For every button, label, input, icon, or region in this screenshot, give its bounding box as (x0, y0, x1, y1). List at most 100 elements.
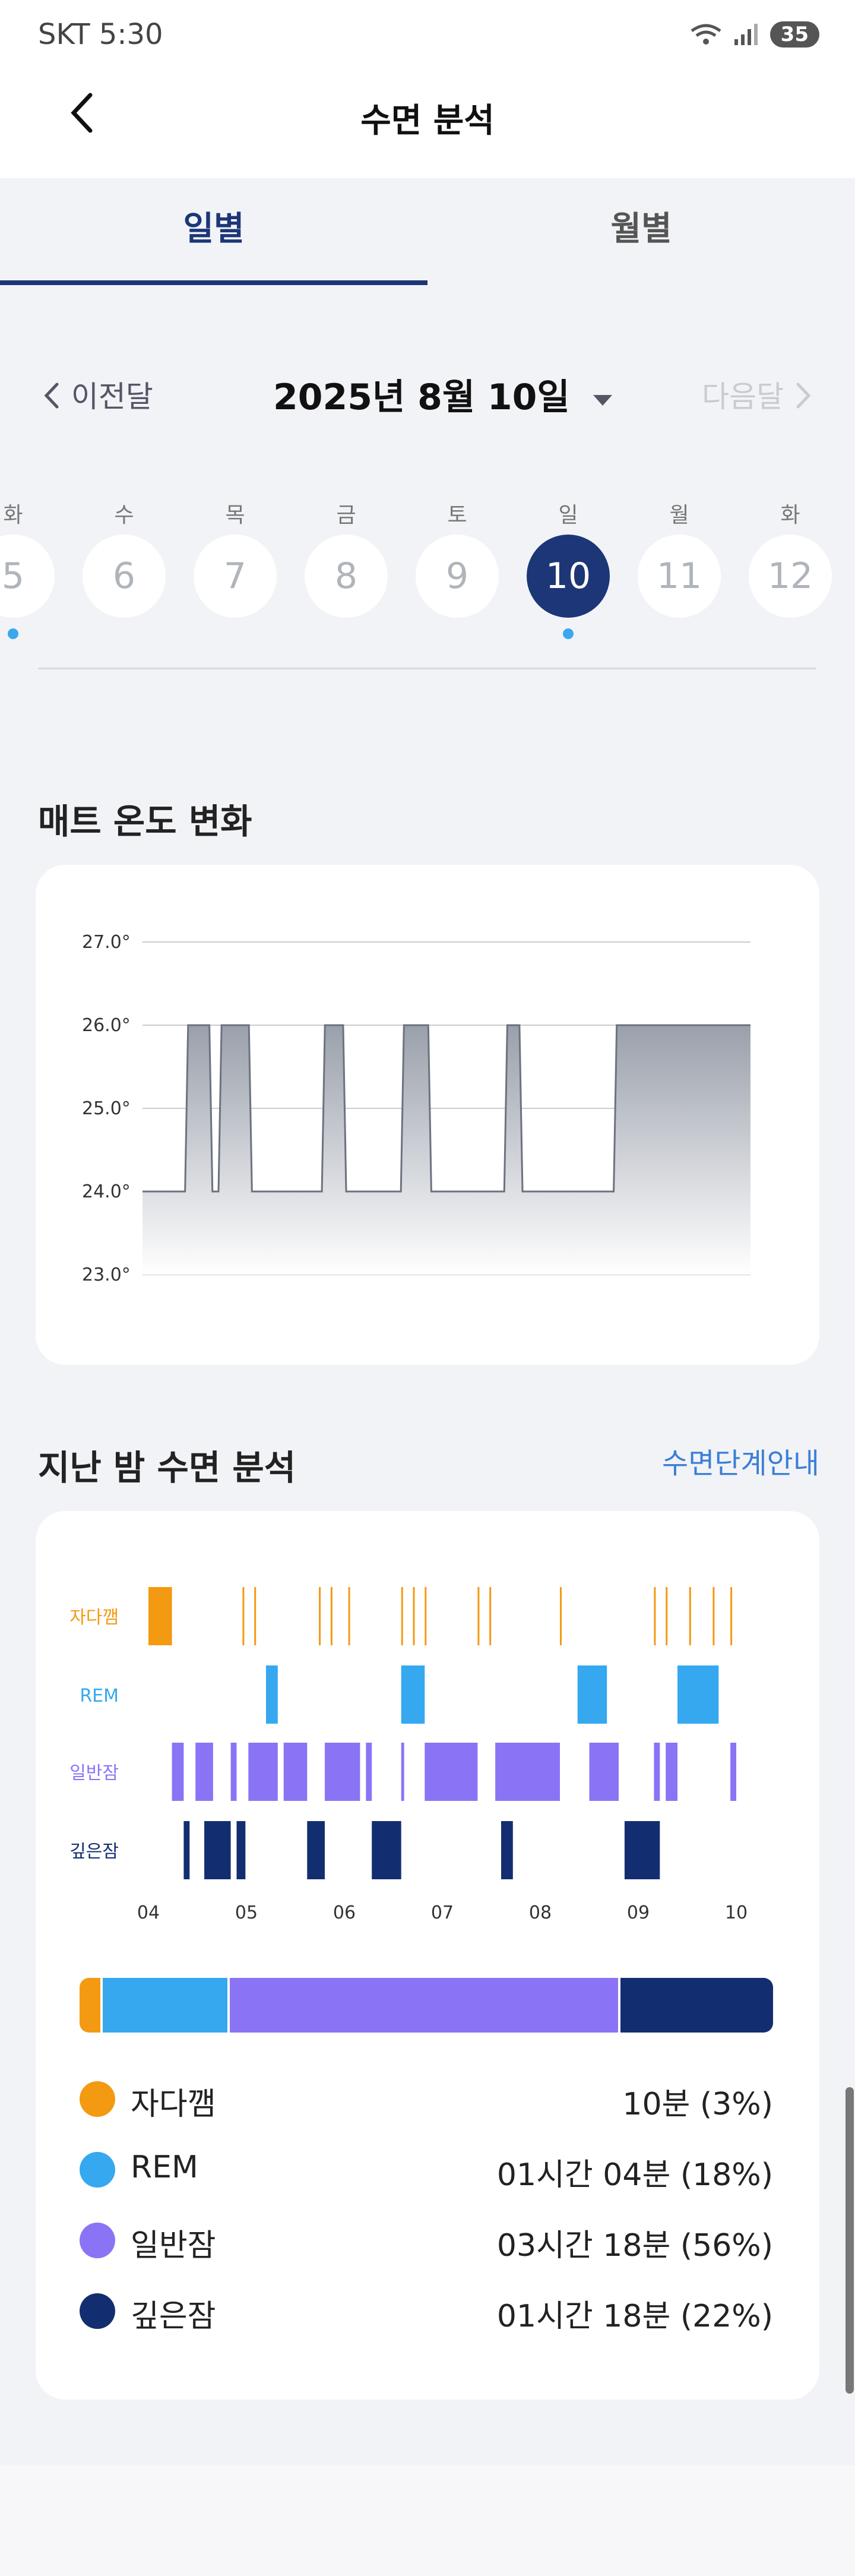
x-tick-label: 07 (431, 1902, 454, 1923)
stage-row-label: 깊은잠 (69, 1841, 119, 1862)
next-month-label: 다음달 (702, 380, 784, 414)
temperature-card: 27.0° 26.0° 25.0° 24.0° 23.0° (36, 865, 819, 1365)
sleep-stage-guide-link[interactable]: 수면단계안내 (662, 1447, 819, 1480)
status-bar (0, 0, 855, 77)
day-item[interactable]: 11 (638, 535, 721, 618)
stage-segment (366, 1743, 372, 1801)
stage-segment (254, 1587, 256, 1645)
stage-segment (654, 1587, 656, 1645)
temperature-area (142, 1025, 750, 1275)
stage-segment (425, 1587, 427, 1645)
day-of-week-label: 월 (669, 503, 689, 527)
y-tick-label: 27.0° (82, 932, 131, 953)
chevron-left-icon (44, 383, 59, 409)
signal-icon (734, 24, 758, 45)
stage-segment (204, 1821, 231, 1879)
stage-segment (230, 1743, 237, 1801)
stage-segment (425, 1743, 478, 1801)
tab-daily[interactable]: 일별 (183, 210, 245, 248)
prev-month-label: 이전달 (71, 380, 153, 414)
back-button[interactable] (59, 89, 107, 137)
stage-row-label: REM (80, 1686, 119, 1706)
day-item[interactable]: 5 (0, 535, 55, 618)
proportion-segment (100, 1978, 228, 2033)
stage-segment (477, 1587, 480, 1645)
stage-segment (689, 1587, 691, 1645)
tab-indicator (0, 280, 428, 285)
temperature-line (142, 1024, 750, 1193)
sleep-record-dot (8, 628, 18, 639)
sleep-section-title: 지난 밤 수면 분석 (38, 1447, 296, 1488)
y-tick-label: 23.0° (82, 1265, 131, 1285)
caret-down-icon (593, 395, 612, 406)
status-time: SKT 5:30 (38, 18, 163, 51)
day-of-week-label: 일 (558, 503, 578, 527)
legend-value: 03시간 18분 (56%) (496, 2228, 773, 2264)
tab-monthly[interactable]: 월별 (610, 210, 672, 248)
day-item[interactable]: 12 (749, 535, 832, 618)
prev-month-button[interactable]: 이전달 (42, 373, 153, 416)
stage-segment (666, 1587, 668, 1645)
bottom-area (0, 2465, 855, 2576)
scrollbar[interactable] (846, 2087, 854, 2394)
stage-segment (401, 1665, 425, 1724)
x-tick-label: 10 (725, 1902, 748, 1923)
day-of-week-label: 금 (336, 503, 356, 527)
date-selector[interactable]: 2025년 8월 10일 (273, 368, 615, 420)
proportion-segment (227, 1978, 619, 2033)
sleep-record-dot (563, 628, 574, 639)
legend-value: 01시간 04분 (18%) (496, 2157, 773, 2193)
stage-segment (325, 1743, 360, 1801)
wifi-icon (691, 24, 721, 45)
x-tick-label: 08 (529, 1902, 552, 1923)
battery-indicator: 35 (770, 21, 819, 48)
stage-segment (413, 1587, 415, 1645)
sleep-card: 자다깸 REM 일반잠 깊은잠 04 05 06 07 08 09 10 자다깸 10분 (3%) RE… (36, 1511, 819, 2400)
stage-segment (283, 1743, 308, 1801)
y-tick-label: 24.0° (82, 1181, 131, 1202)
stage-segment (236, 1821, 246, 1879)
stage-segment (195, 1743, 213, 1801)
stage-segment (307, 1821, 325, 1879)
next-month-button[interactable]: 다음달 (702, 373, 813, 416)
legend-value: 01시간 18분 (22%) (496, 2299, 773, 2334)
stage-segment (401, 1743, 404, 1801)
stage-row-label: 자다깸 (69, 1607, 119, 1628)
header (0, 77, 855, 178)
stage-segment (183, 1821, 190, 1879)
stage-segment (348, 1587, 350, 1645)
legend-color-dot (80, 2293, 115, 2329)
temperature-section-title: 매트 온도 변화 (38, 801, 252, 842)
y-tick-label: 25.0° (82, 1098, 131, 1119)
day-of-week-label: 수 (114, 503, 134, 527)
stage-segment (560, 1587, 562, 1645)
day-item[interactable]: 9 (416, 535, 499, 618)
temperature-chart: 27.0° 26.0° 25.0° 24.0° 23.0° (82, 932, 750, 1285)
legend-label: REM (131, 2150, 198, 2185)
day-item[interactable]: 7 (194, 535, 277, 618)
stage-segment (712, 1587, 715, 1645)
stage-row-label: 일반잠 (69, 1763, 119, 1784)
stage-segment (266, 1665, 278, 1724)
x-tick-label: 05 (235, 1902, 258, 1923)
legend-color-dot (80, 2152, 115, 2188)
stage-segment (666, 1743, 677, 1801)
stage-segment (319, 1587, 321, 1645)
day-item[interactable]: 8 (305, 535, 388, 618)
legend-value: 10분 (3%) (622, 2087, 773, 2122)
day-selected[interactable]: 10 (527, 535, 610, 618)
stage-segment (489, 1587, 492, 1645)
stage-segment (495, 1743, 560, 1801)
divider (38, 668, 816, 669)
proportion-segment (80, 1978, 101, 2033)
day-of-week-label: 화 (780, 503, 800, 527)
page-title: 수면 분석 (360, 102, 495, 140)
legend-color-dot (80, 2223, 115, 2258)
status-icons: 35 (689, 21, 819, 48)
legend-label: 일반잠 (131, 2228, 216, 2264)
stage-segment (730, 1587, 733, 1645)
legend-label: 자다깸 (131, 2087, 216, 2122)
day-item[interactable]: 6 (83, 535, 166, 618)
chevron-left-icon (71, 93, 93, 133)
